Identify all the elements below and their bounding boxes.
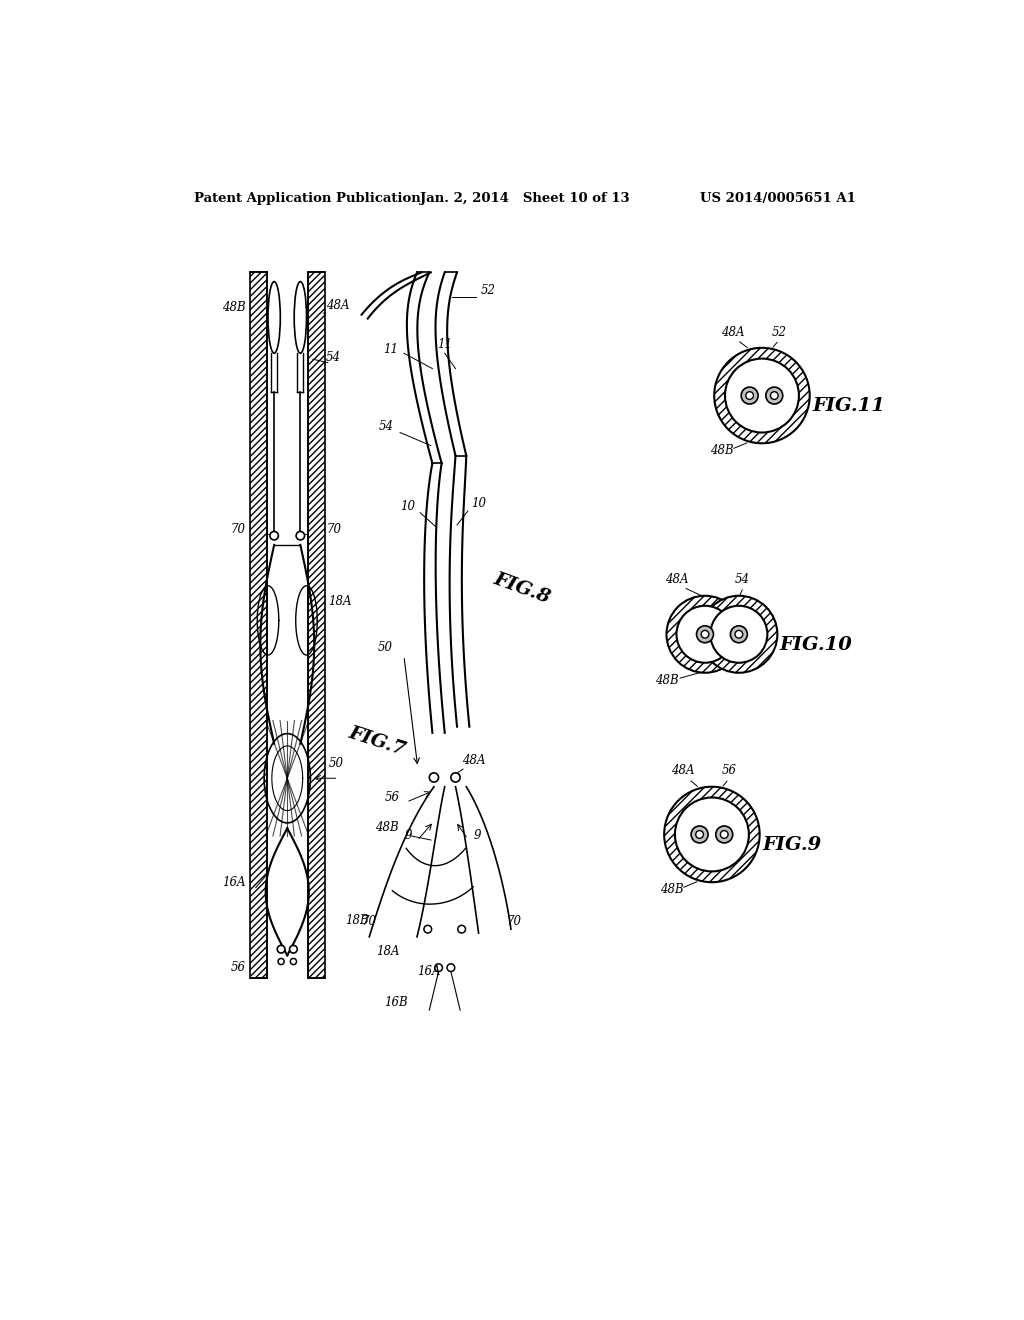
Circle shape (701, 631, 709, 638)
Text: 48B: 48B (654, 673, 678, 686)
Circle shape (720, 830, 728, 838)
Circle shape (725, 359, 799, 433)
Circle shape (716, 826, 733, 843)
Text: 10: 10 (471, 498, 486, 511)
Text: 18A: 18A (329, 595, 352, 609)
Text: 16A: 16A (222, 876, 246, 890)
Text: FIG.11: FIG.11 (812, 397, 885, 414)
Text: FIG.7: FIG.7 (346, 723, 409, 759)
Circle shape (435, 964, 442, 972)
Circle shape (296, 532, 304, 540)
Text: 48A: 48A (462, 754, 485, 767)
Text: FIG.9: FIG.9 (762, 836, 821, 854)
Circle shape (278, 945, 285, 953)
Text: 52: 52 (481, 284, 496, 297)
Circle shape (290, 945, 297, 953)
Circle shape (424, 925, 432, 933)
Text: 48A: 48A (721, 326, 744, 338)
Circle shape (429, 774, 438, 781)
Text: 48A: 48A (326, 300, 349, 313)
Text: 56: 56 (385, 791, 400, 804)
Circle shape (665, 787, 760, 882)
Circle shape (711, 606, 767, 663)
Text: 18A: 18A (377, 945, 400, 957)
Circle shape (770, 392, 778, 400)
Text: 54: 54 (379, 420, 394, 433)
Text: 70: 70 (361, 915, 377, 928)
Circle shape (667, 595, 743, 673)
Text: 52: 52 (771, 326, 786, 338)
Circle shape (745, 392, 754, 400)
Text: 54: 54 (734, 573, 750, 586)
Text: Patent Application Publication: Patent Application Publication (194, 191, 421, 205)
Text: FIG.10: FIG.10 (779, 636, 853, 653)
Text: 11: 11 (384, 343, 398, 356)
Circle shape (691, 826, 708, 843)
Text: 9: 9 (404, 829, 412, 842)
Circle shape (447, 964, 455, 972)
Circle shape (270, 532, 279, 540)
Text: FIG.8: FIG.8 (490, 570, 553, 607)
Text: 48B: 48B (660, 883, 684, 896)
Circle shape (741, 387, 758, 404)
Circle shape (458, 925, 466, 933)
Circle shape (766, 387, 782, 404)
Text: 56: 56 (721, 764, 736, 777)
Text: 48B: 48B (710, 444, 734, 457)
Text: 48B: 48B (222, 301, 246, 314)
Circle shape (675, 797, 749, 871)
Bar (250, 272, 267, 978)
Text: 16A: 16A (417, 965, 440, 978)
Text: 70: 70 (506, 915, 521, 928)
Text: 16B: 16B (385, 997, 409, 1010)
Circle shape (451, 774, 460, 781)
Circle shape (677, 606, 733, 663)
Text: 50: 50 (378, 642, 392, 655)
Text: Jan. 2, 2014   Sheet 10 of 13: Jan. 2, 2014 Sheet 10 of 13 (420, 191, 630, 205)
Circle shape (735, 631, 742, 638)
Circle shape (278, 958, 285, 965)
Text: 50: 50 (329, 756, 343, 770)
Circle shape (714, 348, 810, 444)
Text: 70: 70 (326, 524, 341, 536)
Circle shape (696, 626, 714, 643)
Text: 54: 54 (326, 351, 341, 364)
Bar (307, 272, 325, 978)
Text: 48A: 48A (666, 573, 689, 586)
Ellipse shape (268, 281, 281, 354)
Text: 48B: 48B (375, 821, 398, 834)
Text: 18B: 18B (346, 913, 370, 927)
Text: US 2014/0005651 A1: US 2014/0005651 A1 (700, 191, 856, 205)
Text: 56: 56 (231, 961, 246, 974)
Text: 10: 10 (400, 499, 416, 512)
Circle shape (700, 595, 777, 673)
Ellipse shape (294, 281, 306, 354)
Circle shape (291, 958, 297, 965)
Text: 9: 9 (473, 829, 480, 842)
Text: 11: 11 (437, 338, 452, 351)
Text: 70: 70 (231, 524, 246, 536)
Circle shape (730, 626, 748, 643)
Circle shape (695, 830, 703, 838)
Text: 48A: 48A (671, 764, 694, 777)
